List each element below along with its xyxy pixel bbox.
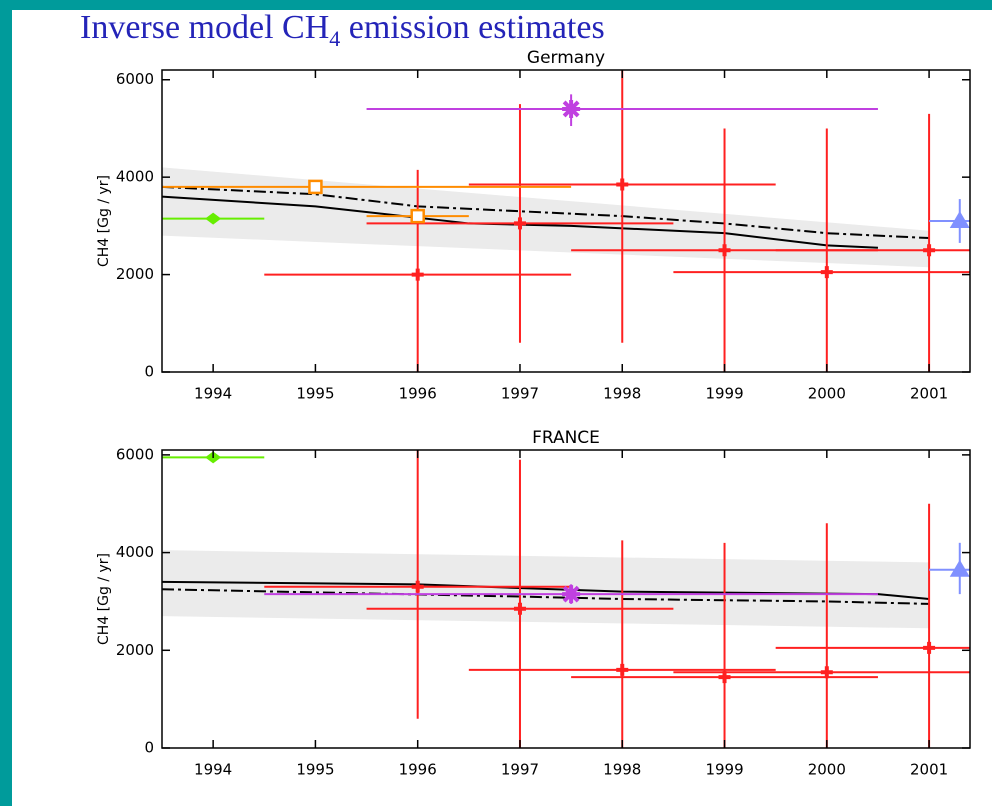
point-marker bbox=[410, 208, 425, 224]
point-marker bbox=[820, 266, 833, 279]
x-tick-label: 1995 bbox=[296, 761, 334, 779]
title-subscript: 4 bbox=[329, 26, 341, 51]
chart-title: FRANCE bbox=[532, 428, 600, 448]
y-axis-label: CH4 [Gg / yr] bbox=[96, 553, 112, 645]
point-marker bbox=[411, 268, 424, 281]
chart-title: Germany bbox=[527, 48, 605, 68]
title-main: Inverse model CH bbox=[80, 9, 330, 46]
point-marker bbox=[562, 585, 581, 604]
x-tick-label: 1996 bbox=[399, 761, 437, 779]
y-tick-label: 0 bbox=[144, 739, 154, 757]
x-tick-label: 1998 bbox=[603, 385, 641, 403]
point-marker bbox=[205, 212, 222, 225]
point-marker bbox=[562, 99, 581, 118]
x-tick-label: 1997 bbox=[501, 385, 539, 403]
y-tick-label: 4000 bbox=[116, 543, 154, 561]
point-marker bbox=[923, 641, 936, 654]
plot-frame bbox=[161, 69, 971, 373]
x-tick-label: 1999 bbox=[705, 761, 743, 779]
point-marker bbox=[949, 559, 970, 577]
x-tick-label: 1994 bbox=[194, 761, 232, 779]
plot-frame bbox=[161, 449, 971, 749]
x-tick-label: 2000 bbox=[808, 385, 846, 403]
point-marker bbox=[513, 602, 526, 615]
plot-area bbox=[162, 450, 970, 748]
x-tick-label: 1995 bbox=[296, 385, 334, 403]
x-tick-label: 1996 bbox=[399, 385, 437, 403]
point-marker bbox=[718, 244, 731, 257]
point-marker bbox=[411, 580, 424, 593]
uncertainty-band bbox=[162, 167, 930, 268]
y-tick-label: 2000 bbox=[116, 265, 154, 283]
y-tick-label: 6000 bbox=[116, 445, 154, 463]
point-marker bbox=[820, 666, 833, 679]
point-marker bbox=[616, 663, 629, 676]
y-tick-label: 2000 bbox=[116, 641, 154, 659]
chart-panel: Germany CH4 [Gg / yr] 0 2000 4000 6000 1994 199… bbox=[96, 48, 971, 403]
y-tick-label: 6000 bbox=[116, 70, 154, 88]
chart-panel: FRANCE CH4 [Gg / yr] 0 2000 4000 6000 1994 1995… bbox=[96, 428, 971, 779]
point-marker bbox=[513, 217, 526, 230]
model-line bbox=[162, 185, 930, 240]
point-marker bbox=[718, 671, 731, 684]
slide-title: Inverse model CH4 emission estimates bbox=[80, 8, 605, 51]
x-tick-label: 2001 bbox=[910, 385, 948, 403]
plot-area bbox=[162, 70, 970, 372]
point-marker bbox=[616, 178, 629, 191]
x-tick-label: 1999 bbox=[705, 385, 743, 403]
y-tick-label: 0 bbox=[144, 363, 154, 381]
x-tick-label: 2001 bbox=[910, 761, 948, 779]
point-marker bbox=[308, 179, 323, 195]
title-rest: emission estimates bbox=[340, 9, 605, 46]
x-tick-label: 1998 bbox=[603, 761, 641, 779]
y-tick-label: 4000 bbox=[116, 168, 154, 186]
y-axis-label: CH4 [Gg / yr] bbox=[96, 175, 112, 267]
x-tick-label: 2000 bbox=[808, 761, 846, 779]
point-marker bbox=[923, 244, 936, 257]
point-marker bbox=[949, 211, 970, 228]
x-tick-label: 1997 bbox=[501, 761, 539, 779]
x-tick-label: 1994 bbox=[194, 385, 232, 403]
